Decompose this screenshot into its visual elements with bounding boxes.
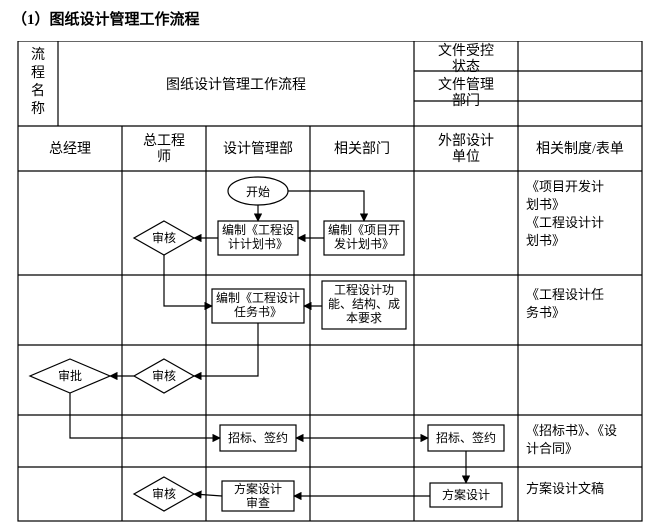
col-4: 相关部门 (334, 141, 390, 157)
start-label: 开始 (246, 185, 270, 199)
flowchart-table: 流程名称 图纸设计管理工作流程 文件受控状态 文件管理部门 总经理 总工程师 设… (12, 41, 648, 531)
col-3: 设计管理部 (223, 141, 293, 157)
review1-label: 审核 (152, 230, 176, 245)
plan1-label: 编制《工程设计计划书》 (222, 222, 294, 251)
bid2-label: 招标、签约 (436, 430, 496, 445)
review2-label: 审核 (152, 368, 176, 383)
col-2: 总工程师 (143, 133, 185, 165)
flow-nodes: 开始 编制《工程设计计划书》 编制《项目开发计划书》 审核 编制《工程设计任务书… (30, 177, 504, 511)
related-docs: 《项目开发计划书》《工程设计计划书》 《工程设计任务书》 《招标书》、《设计合同… (526, 179, 617, 496)
doc-row2: 《工程设计任务书》 (526, 287, 604, 320)
col-5: 外部设计单位 (438, 133, 494, 165)
doc-row4: 方案设计文稿 (526, 481, 604, 496)
col-1: 总经理 (49, 141, 91, 157)
page-title: （1）图纸设计管理工作流程 (12, 8, 649, 29)
doc-mgmt-dept: 文件管理部门 (438, 77, 494, 109)
doc-row3: 《招标书》、《设计合同》 (526, 423, 617, 456)
process-name-value: 图纸设计管理工作流程 (166, 77, 306, 93)
col-6: 相关制度/表单 (536, 141, 624, 157)
controlled-status: 文件受控状态 (438, 43, 494, 75)
doc-row1: 《项目开发计划书》《工程设计计划书》 (526, 179, 604, 248)
review3-label: 审核 (152, 486, 176, 501)
plan2-label: 编制《项目开发计划书》 (328, 222, 400, 251)
header-text: 流程名称 图纸设计管理工作流程 文件受控状态 文件管理部门 (31, 43, 494, 117)
process-name-label: 流程名称 (31, 47, 45, 117)
approve-label: 审批 (58, 368, 82, 383)
column-headers: 总经理 总工程师 设计管理部 相关部门 外部设计单位 相关制度/表单 (49, 133, 624, 165)
bid1-label: 招标、签约 (228, 430, 288, 445)
scheme-label: 方案设计 (442, 487, 490, 502)
